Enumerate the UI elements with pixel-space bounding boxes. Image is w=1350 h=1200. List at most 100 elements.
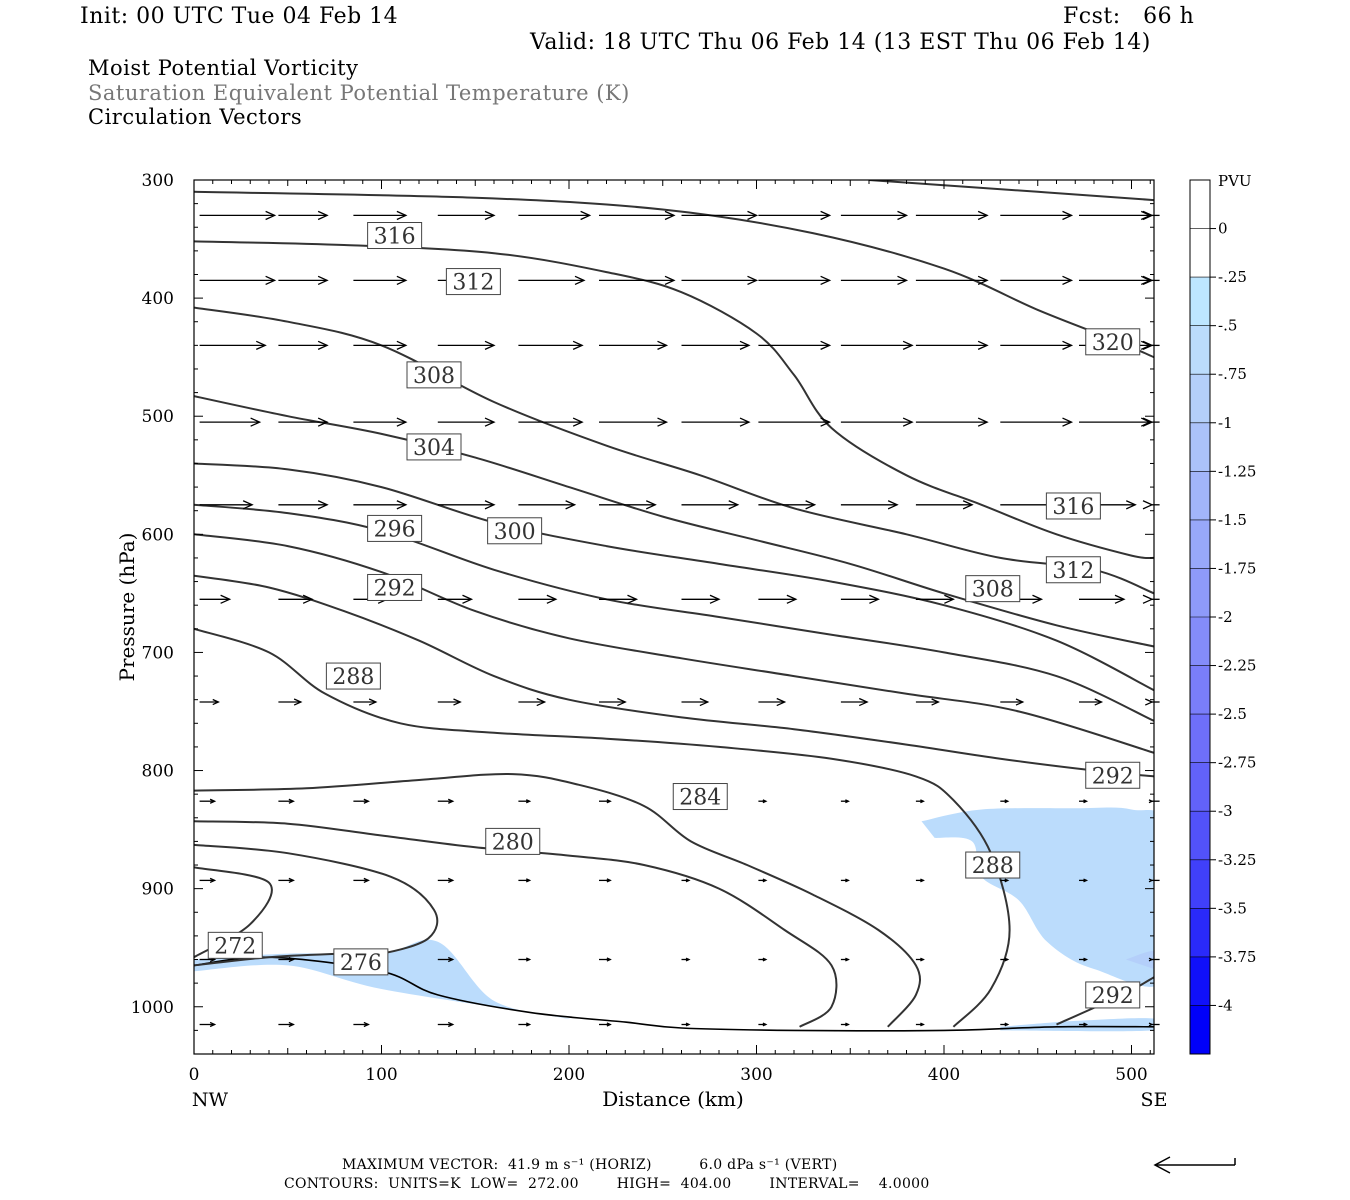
vector-arrow-4-12 bbox=[1142, 500, 1160, 510]
vector-arrow-1-6 bbox=[681, 275, 759, 286]
vector-arrow-10-1 bbox=[278, 1021, 295, 1028]
vector-arrow-0-11 bbox=[1079, 210, 1152, 221]
vector-arrow-8-8 bbox=[840, 878, 850, 883]
vector-arrow-1-9 bbox=[915, 275, 989, 286]
colorbar-swatch-8 bbox=[1190, 568, 1210, 618]
vector-arrow-4-8 bbox=[840, 500, 899, 510]
vector-arrow-2-8 bbox=[840, 340, 914, 350]
contour-label-box-11 bbox=[406, 433, 462, 461]
vector-arrow-10-7 bbox=[758, 1022, 768, 1027]
colorbar-unit: PVU bbox=[1218, 172, 1252, 190]
field-title-mpv: Moist Potential Vorticity bbox=[88, 56, 359, 80]
vector-arrow-7-1 bbox=[278, 798, 295, 804]
vector-arrow-5-11 bbox=[1079, 594, 1126, 604]
contour-label-box-5 bbox=[965, 851, 1021, 879]
vector-arrow-3-11 bbox=[1079, 417, 1152, 427]
x-end-label-nw: NW bbox=[192, 1089, 229, 1111]
vector-arrow-10-12 bbox=[1148, 1022, 1160, 1027]
vector-arrow-1-12 bbox=[1142, 275, 1160, 286]
vector-arrow-7-5 bbox=[599, 799, 612, 804]
vector-arrow-10-6 bbox=[681, 1022, 691, 1027]
vector-arrow-2-6 bbox=[681, 340, 751, 350]
vector-arrow-6-9 bbox=[915, 698, 940, 706]
vector-arrow-0-2 bbox=[353, 210, 408, 221]
valid-time: Valid: 18 UTC Thu 06 Feb 14 (13 EST Thu … bbox=[530, 30, 1151, 55]
vector-arrow-10-11 bbox=[1079, 1022, 1089, 1027]
vector-arrow-7-3 bbox=[437, 798, 455, 804]
vector-arrow-9-6 bbox=[681, 957, 691, 962]
vector-arrow-1-4 bbox=[518, 275, 586, 286]
vector-arrow-4-0 bbox=[199, 500, 254, 510]
x-tick-label-1: 100 bbox=[365, 1065, 397, 1085]
vector-arrow-2-0 bbox=[199, 340, 267, 350]
vector-arrow-6-0 bbox=[199, 698, 220, 706]
colorbar-label-3: -.75 bbox=[1218, 365, 1247, 383]
vector-arrow-8-2 bbox=[353, 877, 370, 883]
x-tick-label-3: 300 bbox=[740, 1065, 772, 1085]
vector-arrow-7-12 bbox=[1148, 799, 1160, 804]
vector-arrow-6-12 bbox=[1144, 698, 1160, 706]
vector-arrow-9-4 bbox=[518, 957, 532, 962]
colorbar-swatch-6 bbox=[1190, 471, 1210, 521]
contour-label-13: 308 bbox=[972, 578, 1014, 603]
vector-arrow-3-9 bbox=[915, 417, 989, 427]
contour-labels-layer: 272 276 280 284 288 288 292 292 292 296 300 304 308 3… bbox=[207, 222, 1141, 1009]
vector-arrow-3-0 bbox=[199, 417, 262, 427]
vector-arrow-0-10 bbox=[1000, 210, 1074, 221]
colorbar-swatch-1 bbox=[1190, 228, 1210, 278]
vector-arrow-8-4 bbox=[518, 878, 532, 883]
vector-arrow-3-6 bbox=[681, 417, 751, 427]
vector-arrow-6-3 bbox=[437, 698, 462, 706]
vector-arrow-3-2 bbox=[353, 417, 408, 427]
contour-label-15: 312 bbox=[1052, 559, 1094, 584]
vector-arrow-4-9 bbox=[915, 500, 974, 510]
contour-label-10: 300 bbox=[494, 520, 536, 545]
vector-arrow-10-10 bbox=[1000, 1022, 1010, 1027]
vector-arrow-6-7 bbox=[758, 697, 787, 707]
vector-arrow-4-2 bbox=[353, 500, 408, 510]
contour-label-18: 320 bbox=[1092, 331, 1134, 356]
vector-arrow-2-4 bbox=[518, 340, 584, 350]
contour-label-box-18 bbox=[1085, 328, 1141, 356]
colorbar-label-8: -2 bbox=[1218, 608, 1233, 626]
vector-arrow-0-8 bbox=[840, 210, 909, 221]
init-time: Init: 00 UTC Tue 04 Feb 14 bbox=[80, 4, 399, 29]
vector-arrow-0-5 bbox=[599, 210, 676, 221]
colorbar-swatch-10 bbox=[1190, 665, 1210, 715]
vector-arrow-4-7 bbox=[758, 500, 817, 510]
colorbar-swatch-5 bbox=[1190, 422, 1210, 472]
vector-arrow-10-4 bbox=[518, 1022, 532, 1027]
contour-label-14: 312 bbox=[452, 271, 494, 296]
contour-288-4 bbox=[194, 627, 1011, 1028]
vector-arrow-7-10 bbox=[1000, 799, 1010, 804]
contour-label-box-2 bbox=[485, 827, 541, 855]
contour-label-1: 276 bbox=[340, 951, 382, 976]
y-tick-label-2: 500 bbox=[142, 407, 174, 427]
vector-arrow-0-1 bbox=[278, 210, 329, 221]
vector-arrow-4-3 bbox=[437, 500, 496, 510]
y-tick-label-1: 400 bbox=[142, 289, 174, 309]
vector-arrow-5-3 bbox=[437, 594, 474, 604]
vector-arrow-6-5 bbox=[599, 697, 627, 707]
colorbar: PVU 0 -.25 -.5 -.75 -1 -1.25 -1.5 -1.75 -2 -2.25 -2… bbox=[1189, 172, 1256, 1055]
vector-arrow-8-10 bbox=[1000, 878, 1010, 883]
x-tick-label-4: 400 bbox=[928, 1065, 960, 1085]
vector-arrow-4-1 bbox=[278, 500, 329, 510]
vector-arrow-10-8 bbox=[840, 1022, 850, 1027]
colorbar-swatch-3 bbox=[1190, 325, 1210, 375]
contour-324-14 bbox=[868, 180, 1154, 202]
vector-arrow-3-12 bbox=[1142, 417, 1160, 427]
colorbar-label-11: -2.75 bbox=[1218, 754, 1256, 772]
vector-arrow-6-1 bbox=[278, 698, 303, 706]
x-tick-label-0: 0 bbox=[189, 1065, 200, 1085]
vector-arrow-3-7 bbox=[758, 417, 832, 427]
vector-arrow-0-3 bbox=[437, 210, 496, 221]
colorbar-label-7: -1.75 bbox=[1218, 559, 1256, 577]
contour-label-9: 296 bbox=[374, 517, 416, 542]
pv-region-3 bbox=[1125, 951, 1154, 969]
contour-320-13 bbox=[194, 190, 1154, 359]
colorbar-label-2: -.5 bbox=[1218, 317, 1237, 335]
colorbar-swatch-13 bbox=[1190, 811, 1210, 861]
vector-arrow-0-12 bbox=[1142, 210, 1160, 221]
